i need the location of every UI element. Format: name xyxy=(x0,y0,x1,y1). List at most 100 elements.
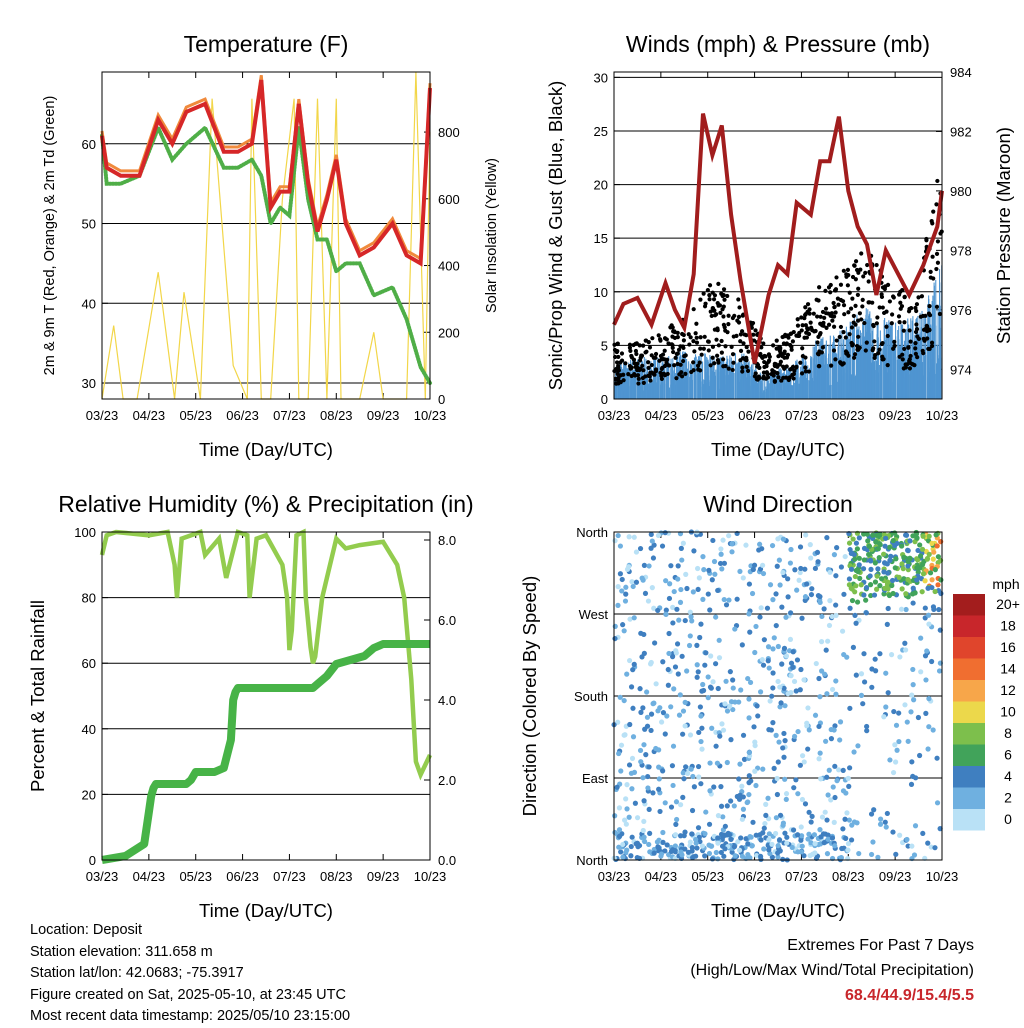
direction-point xyxy=(736,847,743,853)
direction-point xyxy=(917,542,923,548)
y2-axis-label: Solar Insolation (Yellow) xyxy=(484,158,500,313)
direction-point xyxy=(838,855,844,861)
gust-point xyxy=(761,374,766,379)
gust-point xyxy=(913,346,918,351)
direction-point xyxy=(646,764,652,770)
direction-point xyxy=(623,584,629,590)
gust-point xyxy=(744,364,749,370)
direction-point xyxy=(670,743,677,749)
direction-point xyxy=(831,552,838,558)
direction-point xyxy=(707,760,713,766)
gust-point xyxy=(845,267,851,272)
gust-point xyxy=(906,345,911,350)
gust-point xyxy=(890,312,895,317)
direction-point xyxy=(910,591,916,597)
gust-point xyxy=(907,306,912,312)
direction-point xyxy=(865,538,871,544)
direction-point xyxy=(729,549,735,555)
direction-point xyxy=(934,543,940,549)
direction-point xyxy=(823,647,829,653)
direction-point xyxy=(763,801,769,807)
gust-point xyxy=(731,334,736,339)
extremes-box: Extremes For Past 7 Days (High/Low/Max W… xyxy=(690,933,974,1008)
direction-point xyxy=(679,557,685,563)
direction-point xyxy=(866,543,872,549)
direction-point xyxy=(728,699,735,705)
x-tick-label: 05/23 xyxy=(179,408,212,423)
gust-point xyxy=(751,332,756,337)
direction-point xyxy=(922,653,929,659)
direction-point xyxy=(619,576,625,583)
gust-point xyxy=(731,360,736,365)
direction-point xyxy=(823,738,829,744)
gust-point xyxy=(730,352,736,357)
gust-point xyxy=(925,336,930,341)
direction-point xyxy=(925,612,932,618)
direction-point xyxy=(738,835,744,841)
direction-point xyxy=(829,613,835,620)
legend-label: 10 xyxy=(1000,704,1016,720)
gust-point xyxy=(632,361,637,366)
direction-point xyxy=(759,562,766,568)
x-tick-label: 06/23 xyxy=(226,408,259,423)
direction-point xyxy=(747,855,753,861)
direction-point xyxy=(672,832,679,838)
gust-point xyxy=(753,328,758,333)
direction-point xyxy=(783,791,790,797)
rh-line xyxy=(99,528,433,781)
direction-point xyxy=(831,819,837,825)
direction-point xyxy=(738,687,744,693)
gust-point xyxy=(849,340,854,346)
gust-point xyxy=(739,329,745,334)
y-tick-label: 60 xyxy=(82,656,96,671)
recent-text: Most recent data timestamp: 2025/05/10 2… xyxy=(30,1008,351,1024)
direction-point xyxy=(750,819,756,825)
direction-point xyxy=(821,606,827,612)
direction-point xyxy=(760,766,766,772)
direction-point xyxy=(936,668,943,674)
direction-point xyxy=(626,814,632,820)
direction-point xyxy=(864,728,870,734)
direction-point xyxy=(832,843,838,849)
gust-point xyxy=(691,307,696,312)
direction-point xyxy=(867,582,874,588)
direction-point xyxy=(931,606,937,612)
direction-point xyxy=(780,569,786,576)
direction-point xyxy=(672,843,678,849)
direction-point xyxy=(871,592,878,598)
direction-point xyxy=(826,622,833,629)
direction-point xyxy=(858,692,865,698)
direction-point xyxy=(654,839,661,845)
direction-point xyxy=(900,566,906,572)
gust-point xyxy=(935,239,941,244)
direction-point xyxy=(735,839,741,845)
gust-point xyxy=(730,367,735,373)
direction-point xyxy=(858,671,865,677)
panel-3: Relative Humidity (%) & Precipitation (i… xyxy=(27,491,474,921)
gust-point xyxy=(778,346,783,352)
direction-point xyxy=(662,848,668,854)
y-tick-label: 30 xyxy=(82,376,96,391)
direction-point xyxy=(680,540,686,546)
x-tick-label: 09/23 xyxy=(367,408,400,423)
direction-point xyxy=(849,586,855,592)
direction-point xyxy=(714,760,721,766)
gust-point xyxy=(912,363,917,368)
direction-point xyxy=(645,773,651,780)
direction-point xyxy=(890,590,896,597)
gust-point xyxy=(913,351,918,356)
gust-point xyxy=(653,351,659,357)
direction-point xyxy=(799,753,806,759)
gust-point xyxy=(641,368,646,373)
direction-point xyxy=(718,849,724,856)
direction-point xyxy=(791,785,797,791)
direction-point xyxy=(788,546,794,553)
gust-point xyxy=(914,308,919,314)
direction-point xyxy=(752,739,758,745)
direction-point xyxy=(699,746,705,752)
direction-point xyxy=(673,650,679,656)
gust-point xyxy=(707,293,712,298)
direction-point xyxy=(715,685,721,692)
gust-point xyxy=(856,286,861,291)
y2-tick-label: 8.0 xyxy=(438,533,456,548)
